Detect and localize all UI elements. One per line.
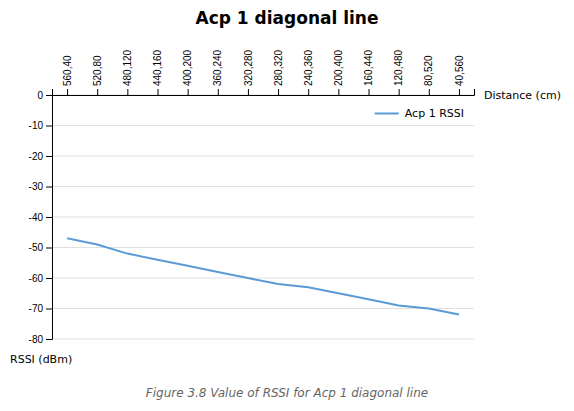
grid-line — [52, 278, 474, 279]
x-axis-line — [53, 89, 475, 96]
y-tick-label: 0 — [37, 90, 43, 101]
y-tick-mark — [46, 95, 52, 96]
x-tick-label: 400,200 — [182, 49, 193, 86]
y-tick-label: -40 — [29, 212, 44, 223]
x-tick: 40,560 — [454, 55, 465, 95]
y-axis: 0 -10 -20 -30 -40 -50 -60 -70 -80 — [29, 90, 53, 345]
legend: Acp 1 RSSI — [375, 107, 464, 120]
grid-line — [52, 247, 474, 248]
x-tick-mark — [248, 89, 249, 95]
grid-line — [52, 125, 474, 126]
y-tick: -20 — [29, 151, 52, 162]
x-tick-label: 320,280 — [243, 49, 254, 86]
y-tick-mark — [46, 217, 52, 218]
y-tick-label: -70 — [29, 303, 44, 314]
x-tick: 240,360 — [303, 49, 314, 95]
y-tick-label: -10 — [29, 120, 44, 131]
y-tick: -30 — [29, 181, 52, 192]
y-tick-label: -50 — [29, 242, 44, 253]
x-tick: 160,440 — [363, 49, 374, 95]
y-axis-title: RSSI (dBm) — [10, 353, 72, 366]
x-tick-label: 40,560 — [454, 55, 465, 86]
x-tick-label: 440,160 — [152, 49, 163, 86]
x-tick: 560,40 — [62, 55, 73, 95]
x-tick-label: 120,480 — [393, 49, 404, 86]
chart-title: Acp 1 diagonal line — [196, 8, 379, 28]
y-tick-mark — [46, 126, 52, 127]
y-axis-line — [46, 96, 53, 340]
y-tick: -10 — [29, 120, 52, 131]
x-tick-label: 160,440 — [363, 49, 374, 86]
y-tick-mark — [46, 187, 52, 188]
x-tick-label: 560,40 — [62, 55, 73, 86]
y-tick-mark — [46, 248, 52, 249]
grid — [52, 95, 474, 339]
y-tick: 0 — [37, 90, 52, 101]
y-tick-label: -60 — [29, 273, 44, 284]
legend-item: Acp 1 RSSI — [375, 107, 464, 120]
x-tick: 440,160 — [152, 49, 163, 95]
x-tick-mark — [338, 89, 339, 95]
y-tick: -50 — [29, 242, 52, 253]
x-tick-mark — [218, 89, 219, 95]
x-tick-mark — [127, 89, 128, 95]
x-tick: 400,200 — [182, 49, 193, 95]
y-tick: -70 — [29, 303, 52, 314]
x-tick-label: 360,240 — [212, 49, 223, 86]
x-tick-mark — [399, 89, 400, 95]
x-tick: 280,320 — [273, 49, 284, 95]
x-tick-mark — [158, 89, 159, 95]
x-tick-label: 80,520 — [423, 55, 434, 86]
y-tick-mark — [46, 278, 52, 279]
y-tick: -80 — [29, 334, 52, 345]
x-tick-label: 480,120 — [122, 49, 133, 86]
x-tick-label: 200,400 — [333, 49, 344, 86]
grid-line — [52, 308, 474, 309]
x-tick-mark — [67, 89, 68, 95]
y-tick: -40 — [29, 212, 52, 223]
x-tick: 520,80 — [92, 55, 103, 95]
y-tick-mark — [46, 156, 52, 157]
x-tick: 80,520 — [423, 55, 434, 95]
grid-line — [52, 339, 474, 340]
x-tick-mark — [429, 89, 430, 95]
y-tick-mark — [46, 339, 52, 340]
x-tick-mark — [369, 89, 370, 95]
x-axis-title: Distance (cm) — [484, 89, 561, 102]
series-line — [67, 238, 459, 314]
x-tick-mark — [278, 89, 279, 95]
y-tick: -60 — [29, 273, 52, 284]
x-tick: 120,480 — [393, 49, 404, 95]
x-tick-mark — [188, 89, 189, 95]
x-tick-label: 280,320 — [273, 49, 284, 86]
x-axis: 560,40 520,80 480,120 440,160 400,200 360,240… — [53, 49, 475, 95]
plot-area: 0 -10 -20 -30 -40 -50 -60 -70 -80 560,40 520,80 480… — [29, 49, 475, 344]
y-tick-label: -30 — [29, 181, 44, 192]
y-tick-mark — [46, 309, 52, 310]
x-tick: 200,400 — [333, 49, 344, 95]
x-tick-label: 520,80 — [92, 55, 103, 86]
x-tick-mark — [459, 89, 460, 95]
y-tick-label: -20 — [29, 151, 44, 162]
x-tick: 320,280 — [243, 49, 254, 95]
legend-swatch — [375, 112, 399, 114]
caption: Figure 3.8 Value of RSSI for Acp 1 diago… — [146, 386, 428, 400]
x-tick-label: 240,360 — [303, 49, 314, 86]
x-tick-mark — [97, 89, 98, 95]
legend-label: Acp 1 RSSI — [405, 107, 464, 120]
grid-line — [52, 217, 474, 218]
x-tick: 480,120 — [122, 49, 133, 95]
y-tick-label: -80 — [29, 334, 44, 345]
x-tick: 360,240 — [212, 49, 223, 95]
grid-line — [52, 186, 474, 187]
x-tick-mark — [308, 89, 309, 95]
chart-svg: 0 -10 -20 -30 -40 -50 -60 -70 -80 560,40 520,80 480… — [0, 0, 574, 411]
grid-line — [52, 156, 474, 157]
marks — [67, 238, 459, 314]
